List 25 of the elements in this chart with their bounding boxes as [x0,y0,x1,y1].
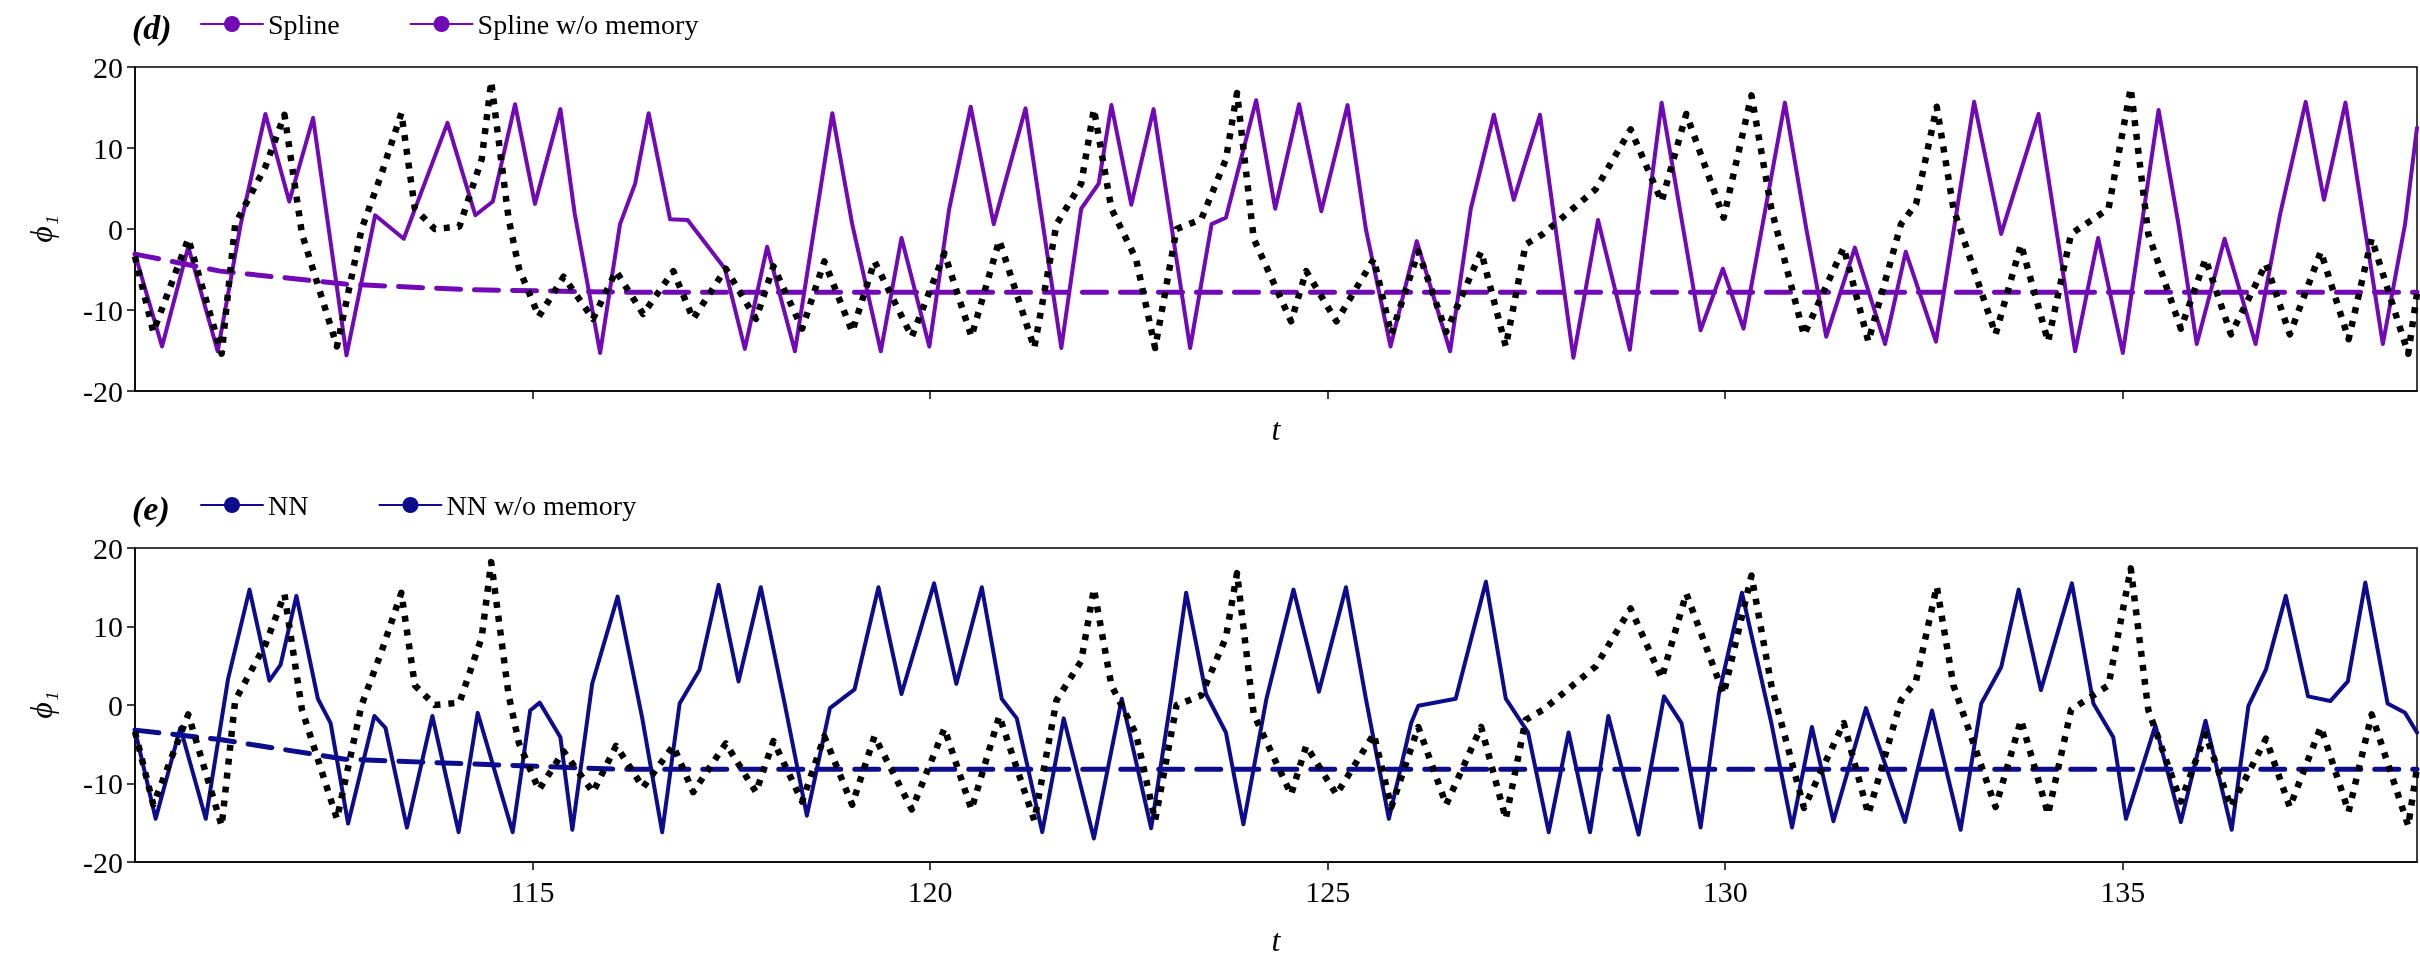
x-axis-title: t [1271,922,1282,958]
chart-title: (e) [132,489,170,528]
chart-title: (d) [132,8,172,47]
y-axis-title: ϕ₁ [23,691,59,719]
x-tick-label: 130 [1702,874,1748,908]
legend-label: NN w/o memory [446,489,637,521]
x-tick-label: 135 [2100,874,2146,908]
y-axis-title: ϕ₁ [23,215,59,243]
y-tick-label: -10 [83,293,123,327]
y-tick-label: 0 [108,688,123,722]
y-tick-label: -20 [83,374,123,408]
y-tick-label: -10 [83,767,123,800]
x-tick-label: 120 [907,874,953,908]
y-tick-label: 0 [108,212,123,246]
x-tick-label: 115 [510,874,555,908]
y-tick-label: 10 [93,131,123,165]
y-tick-label: -20 [83,845,123,879]
y-tick-label: 20 [93,531,123,565]
x-axis-title: t [1271,411,1282,447]
y-tick-label: 20 [93,50,123,84]
legend-label: Spline [268,8,340,40]
legend-label: Spline w/o memory [477,8,699,40]
y-tick-label: 10 [93,610,123,643]
legend-label: NN [268,489,309,521]
x-tick-label: 125 [1305,874,1351,908]
